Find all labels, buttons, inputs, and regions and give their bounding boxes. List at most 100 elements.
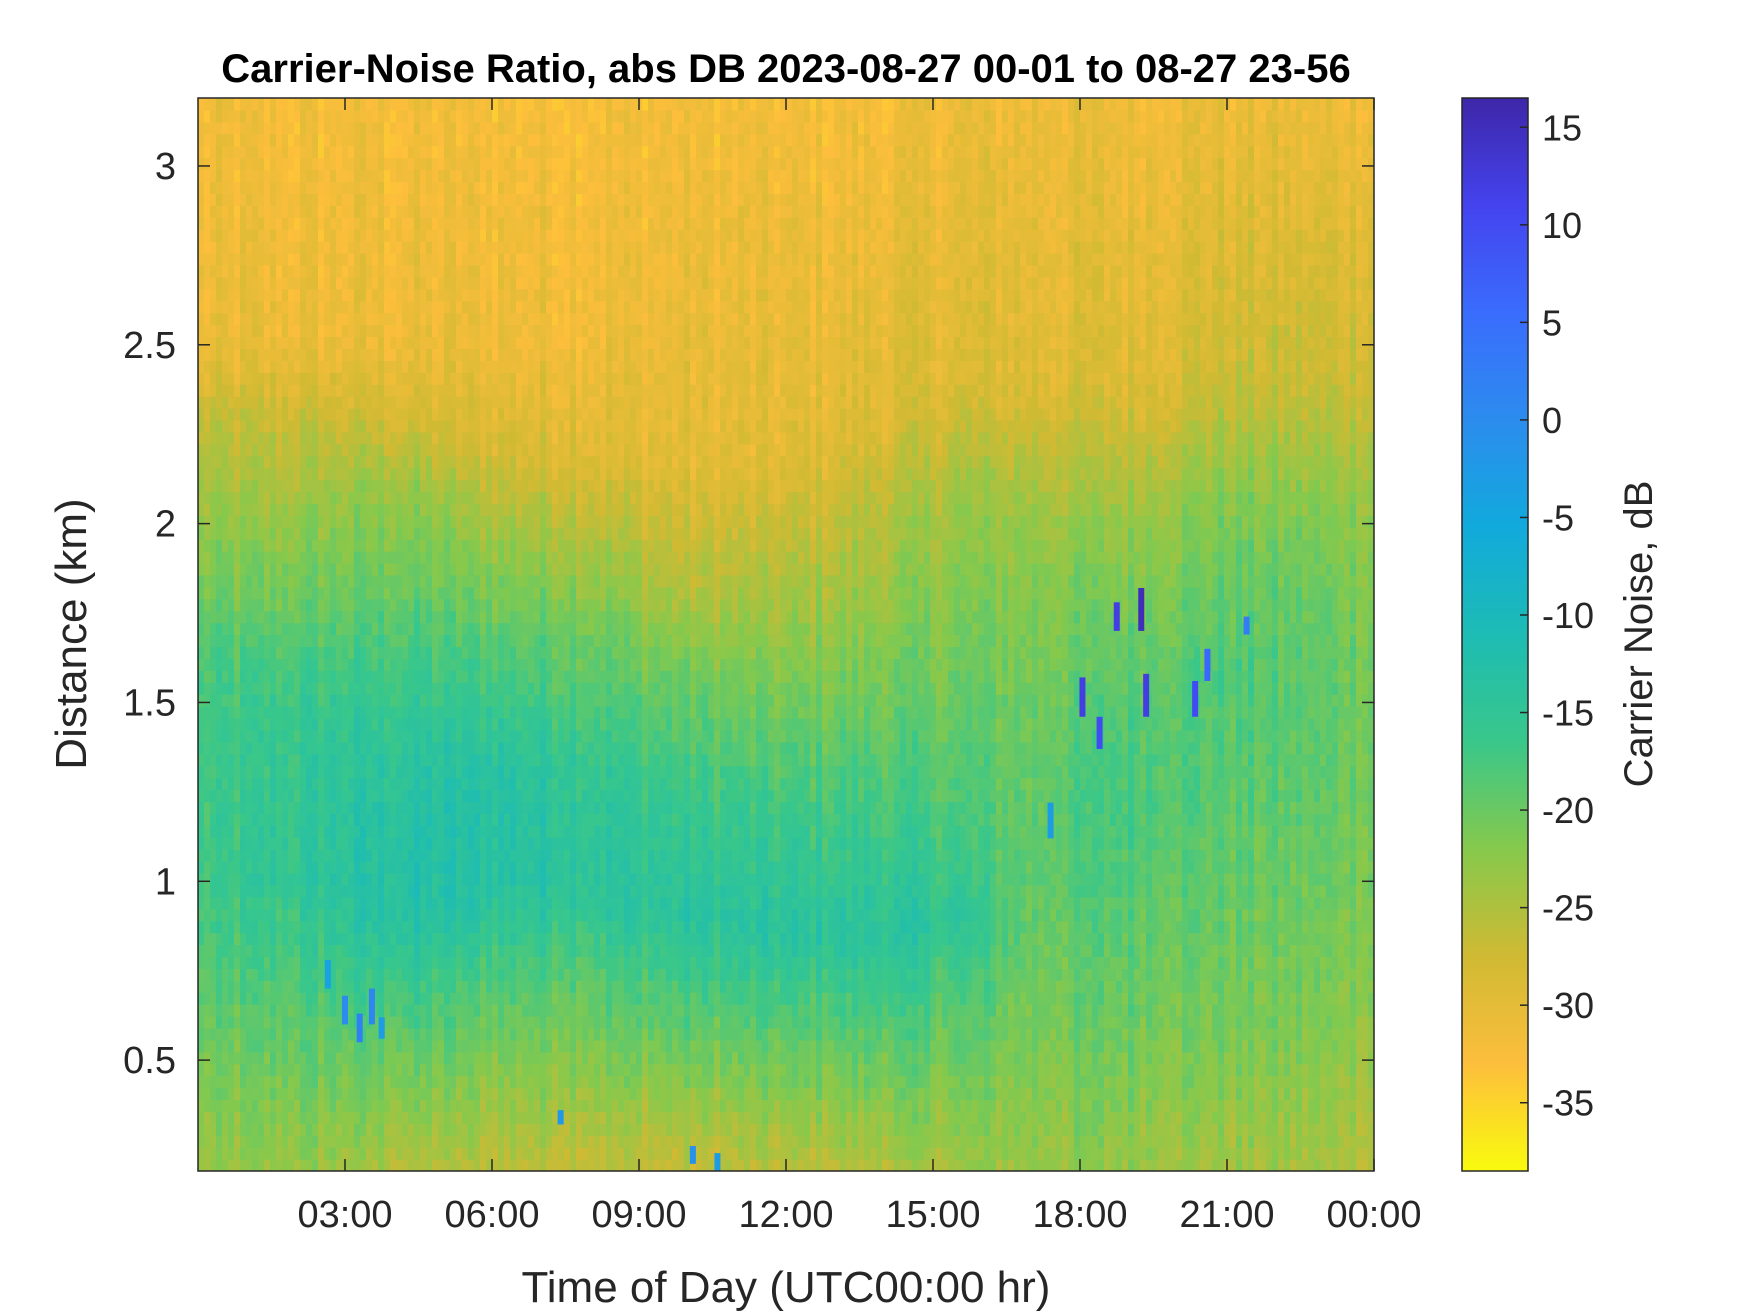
heatmap-cell	[462, 1159, 469, 1172]
heatmap-cell	[324, 539, 331, 552]
heatmap-cell	[516, 575, 523, 588]
heatmap-cell	[258, 956, 265, 969]
heatmap-cell	[456, 122, 463, 135]
heatmap-cell	[246, 1028, 253, 1041]
heatmap-cell	[498, 158, 505, 171]
heatmap-cell	[300, 658, 307, 671]
heatmap-cell	[276, 587, 283, 600]
heatmap-cell	[474, 909, 481, 922]
heatmap-cell	[396, 897, 403, 910]
heatmap-cell	[366, 813, 373, 826]
heatmap-cell	[348, 1064, 355, 1077]
heatmap-cell	[252, 480, 259, 493]
heatmap-cell	[390, 1028, 397, 1041]
heatmap-cell	[510, 384, 517, 397]
heatmap-cell	[240, 277, 247, 290]
heatmap-cell	[444, 825, 451, 838]
heatmap-cell	[282, 444, 289, 457]
heatmap-cell	[204, 1004, 211, 1017]
heatmap-cell	[366, 420, 373, 433]
heatmap-cell	[288, 181, 295, 194]
heatmap-cell	[282, 623, 289, 636]
heatmap-cell	[408, 909, 415, 922]
heatmap-cell	[516, 205, 523, 218]
heatmap-cell	[504, 861, 511, 874]
heatmap-cell	[234, 432, 241, 445]
heatmap-cell	[420, 480, 427, 493]
heatmap-cell	[378, 468, 385, 481]
heatmap-cell	[318, 1028, 325, 1041]
heatmap-cell	[252, 372, 259, 385]
heatmap-cell	[372, 921, 379, 934]
heatmap-cell	[222, 193, 229, 206]
heatmap-cell	[384, 432, 391, 445]
heatmap-cell	[366, 1028, 373, 1041]
heatmap-cell	[222, 158, 229, 171]
heatmap-cell	[318, 944, 325, 957]
heatmap-cell	[390, 360, 397, 373]
heatmap-cell	[240, 503, 247, 516]
heatmap-cell	[276, 563, 283, 576]
heatmap-cell	[270, 921, 277, 934]
heatmap-cell	[438, 1040, 445, 1053]
heatmap-cell	[324, 1052, 331, 1065]
heatmap-cell	[258, 658, 265, 671]
heatmap-cell	[240, 1052, 247, 1065]
heatmap-cell	[228, 158, 235, 171]
heatmap-cell	[204, 551, 211, 564]
heatmap-cell	[270, 289, 277, 302]
heatmap-cell	[378, 325, 385, 338]
heatmap-cell	[426, 849, 433, 862]
heatmap-cell	[468, 193, 475, 206]
heatmap-cell	[384, 1052, 391, 1065]
heatmap-cell	[372, 229, 379, 242]
heatmap-cell	[342, 754, 349, 767]
heatmap-cell	[372, 170, 379, 183]
heatmap-cell	[282, 658, 289, 671]
heatmap-cell	[390, 635, 397, 648]
heatmap-cell	[402, 336, 409, 349]
heatmap-cell	[474, 408, 481, 421]
heatmap-cell	[402, 658, 409, 671]
heatmap-cell	[294, 909, 301, 922]
heatmap-cell	[198, 491, 205, 504]
heatmap-cell	[468, 158, 475, 171]
heatmap-cell	[216, 170, 223, 183]
heatmap-cell	[528, 789, 535, 802]
heatmap-cell	[264, 861, 271, 874]
heatmap-cell	[222, 253, 229, 266]
heatmap-cell	[432, 849, 439, 862]
heatmap-cell	[444, 551, 451, 564]
heatmap-cell	[294, 313, 301, 326]
heatmap-cell	[264, 313, 271, 326]
heatmap-cell	[378, 1076, 385, 1089]
heatmap-cell	[282, 980, 289, 993]
heatmap-cell	[234, 933, 241, 946]
heatmap-cell	[456, 1099, 463, 1112]
heatmap-cell	[354, 396, 361, 409]
heatmap-cell	[276, 384, 283, 397]
heatmap-cell	[246, 944, 253, 957]
heatmap-cell	[354, 968, 361, 981]
heatmap-cell	[504, 420, 511, 433]
heatmap-cell	[396, 813, 403, 826]
heatmap-cell	[468, 646, 475, 659]
heatmap-cell	[300, 980, 307, 993]
heatmap-cell	[504, 158, 511, 171]
heatmap-cell	[396, 325, 403, 338]
heatmap-cell	[300, 563, 307, 576]
heatmap-cell	[480, 944, 487, 957]
heatmap-cell	[330, 336, 337, 349]
heatmap-cell	[300, 110, 307, 123]
heatmap-cell	[318, 873, 325, 886]
heatmap-cell	[426, 897, 433, 910]
heatmap-cell	[384, 623, 391, 636]
heatmap-cell	[330, 480, 337, 493]
heatmap-cell	[450, 778, 457, 791]
heatmap-cell	[510, 921, 517, 934]
heatmap-cell	[198, 1076, 205, 1089]
heatmap-cell	[300, 539, 307, 552]
heatmap-cell	[246, 301, 253, 314]
heatmap-cell	[396, 456, 403, 469]
heatmap-cell	[426, 480, 433, 493]
